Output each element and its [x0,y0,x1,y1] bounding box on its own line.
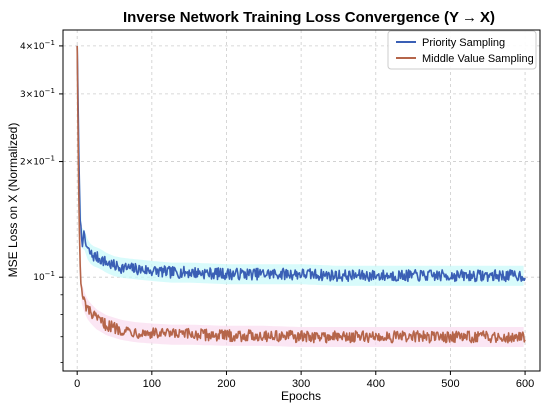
x-tick-label: 500 [441,378,459,390]
series-band [78,179,524,347]
series-line [76,45,526,283]
legend-label: Middle Value Sampling [422,53,534,65]
x-tick-label: 200 [217,378,235,390]
legend: Priority Sampling Middle Value Sampling [387,30,537,70]
y-tick-label: 4×10−1 [20,39,55,52]
y-tick-label: 10−1 [33,270,55,283]
x-tick-label: 300 [292,378,310,390]
x-tick-labels: 0 100 200 300 400 500 600 [74,378,534,390]
y-axis-label: MSE Loss on X (Normalized) [6,123,20,278]
x-tick-label: 100 [143,378,161,390]
x-tick-label: 600 [516,378,534,390]
y-tick-label: 2×10−1 [20,155,55,168]
y-tick-labels: 10−1 2×10−1 3×10−1 4×10−1 [20,39,55,283]
axes [59,29,541,375]
x-axis-label: Epochs [281,389,321,403]
series-line [76,45,526,344]
legend-box [387,30,537,70]
legend-label: Priority Sampling [422,37,505,49]
y-tick-label: 3×10−1 [20,87,55,100]
series-lines [76,45,526,344]
chart-title: Inverse Network Training Loss Convergenc… [123,9,495,26]
x-tick-label: 400 [367,378,385,390]
x-tick-label: 0 [74,378,80,390]
